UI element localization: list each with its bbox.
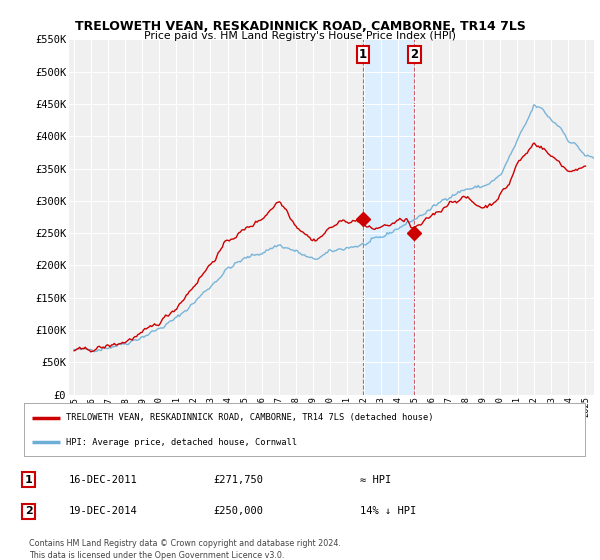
Text: 2: 2 (25, 506, 32, 516)
Bar (363, 39, 415, 395)
Text: 14% ↓ HPI: 14% ↓ HPI (360, 506, 416, 516)
Text: Price paid vs. HM Land Registry's House Price Index (HPI): Price paid vs. HM Land Registry's House … (144, 31, 456, 41)
Text: Contains HM Land Registry data © Crown copyright and database right 2024.
This d: Contains HM Land Registry data © Crown c… (29, 539, 341, 559)
Text: 1: 1 (359, 48, 367, 61)
Text: 16-DEC-2011: 16-DEC-2011 (69, 475, 138, 485)
Text: TRELOWETH VEAN, RESKADINNICK ROAD, CAMBORNE, TR14 7LS: TRELOWETH VEAN, RESKADINNICK ROAD, CAMBO… (74, 20, 526, 32)
Text: £250,000: £250,000 (213, 506, 263, 516)
Text: ≈ HPI: ≈ HPI (360, 475, 391, 485)
Text: HPI: Average price, detached house, Cornwall: HPI: Average price, detached house, Corn… (66, 437, 297, 446)
Text: TRELOWETH VEAN, RESKADINNICK ROAD, CAMBORNE, TR14 7LS (detached house): TRELOWETH VEAN, RESKADINNICK ROAD, CAMBO… (66, 413, 434, 422)
Text: 2: 2 (410, 48, 418, 61)
Text: 1: 1 (25, 475, 32, 485)
Text: 19-DEC-2014: 19-DEC-2014 (69, 506, 138, 516)
Text: £271,750: £271,750 (213, 475, 263, 485)
